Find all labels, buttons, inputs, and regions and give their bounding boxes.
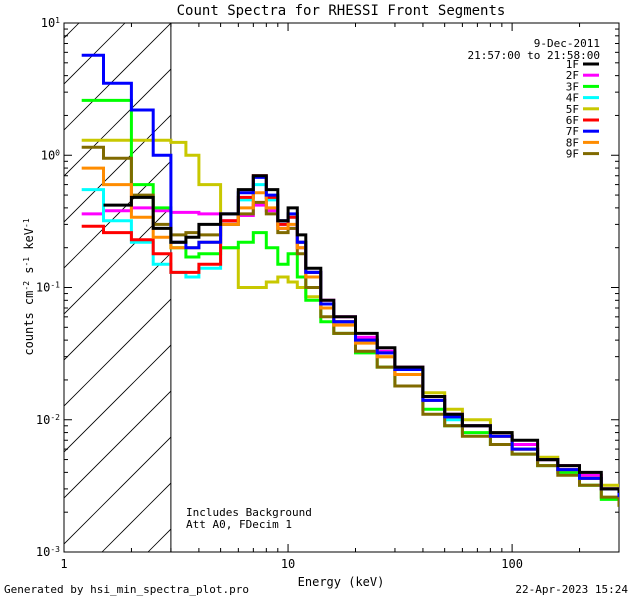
legend-label-9f: 9F	[566, 148, 579, 161]
y-tick-label: 100	[41, 148, 60, 163]
hatch-line	[64, 23, 126, 85]
x-tick-label: 1	[60, 557, 67, 571]
hatch-line	[64, 252, 171, 361]
x-tick-label: 100	[501, 557, 523, 571]
legend-label-2f: 2F	[566, 69, 579, 82]
excluded-energy-region	[64, 23, 171, 552]
legend-label-3f: 3F	[566, 80, 579, 93]
chart-title: Count Spectra for RHESSI Front Segments	[177, 3, 506, 19]
annotation-attenuator: Att A0, FDecim 1	[186, 518, 292, 531]
legend-label-6f: 6F	[566, 114, 579, 127]
legend-date: 9-Dec-2011	[534, 37, 600, 50]
axis-ticks	[63, 22, 620, 553]
footer-timestamp: 22-Apr-2023 15:24	[515, 583, 628, 596]
legend-label-1f: 1F	[566, 58, 579, 71]
hatch-line	[64, 68, 171, 177]
tick-labels: 1 10 100 10-3 10-2 10-1 100 101	[36, 16, 523, 572]
footer-generated-by: Generated by hsi_min_spectra_plot.pro	[4, 583, 250, 596]
legend-label-5f: 5F	[566, 103, 579, 116]
hatch-line	[64, 390, 171, 499]
hatch-line	[64, 23, 171, 131]
legend-time-range: 21:57:00 to 21:58:00	[468, 49, 600, 62]
y-tick-label: 10-2	[36, 412, 60, 427]
series-group	[81, 53, 619, 507]
hatch-line	[64, 436, 171, 545]
legend-label-7f: 7F	[566, 125, 579, 138]
annotation-background: Includes Background	[186, 506, 312, 519]
y-tick-label: 10-3	[36, 545, 60, 560]
series-line-1f	[103, 174, 619, 493]
plot-frame	[63, 22, 620, 553]
x-tick-label: 10	[281, 557, 295, 571]
hatch-line	[101, 482, 171, 552]
y-tick-label: 10-1	[36, 280, 60, 295]
hatch-line	[64, 206, 171, 315]
series-line-7f	[81, 53, 619, 498]
y-axis-label: counts cm-2 s-1 keV-1	[22, 218, 37, 355]
x-axis-label: Energy (keV)	[298, 575, 385, 589]
y-tick-label: 101	[41, 16, 60, 31]
legend-label-4f: 4F	[566, 92, 579, 105]
legend-label-8f: 8F	[566, 136, 579, 149]
